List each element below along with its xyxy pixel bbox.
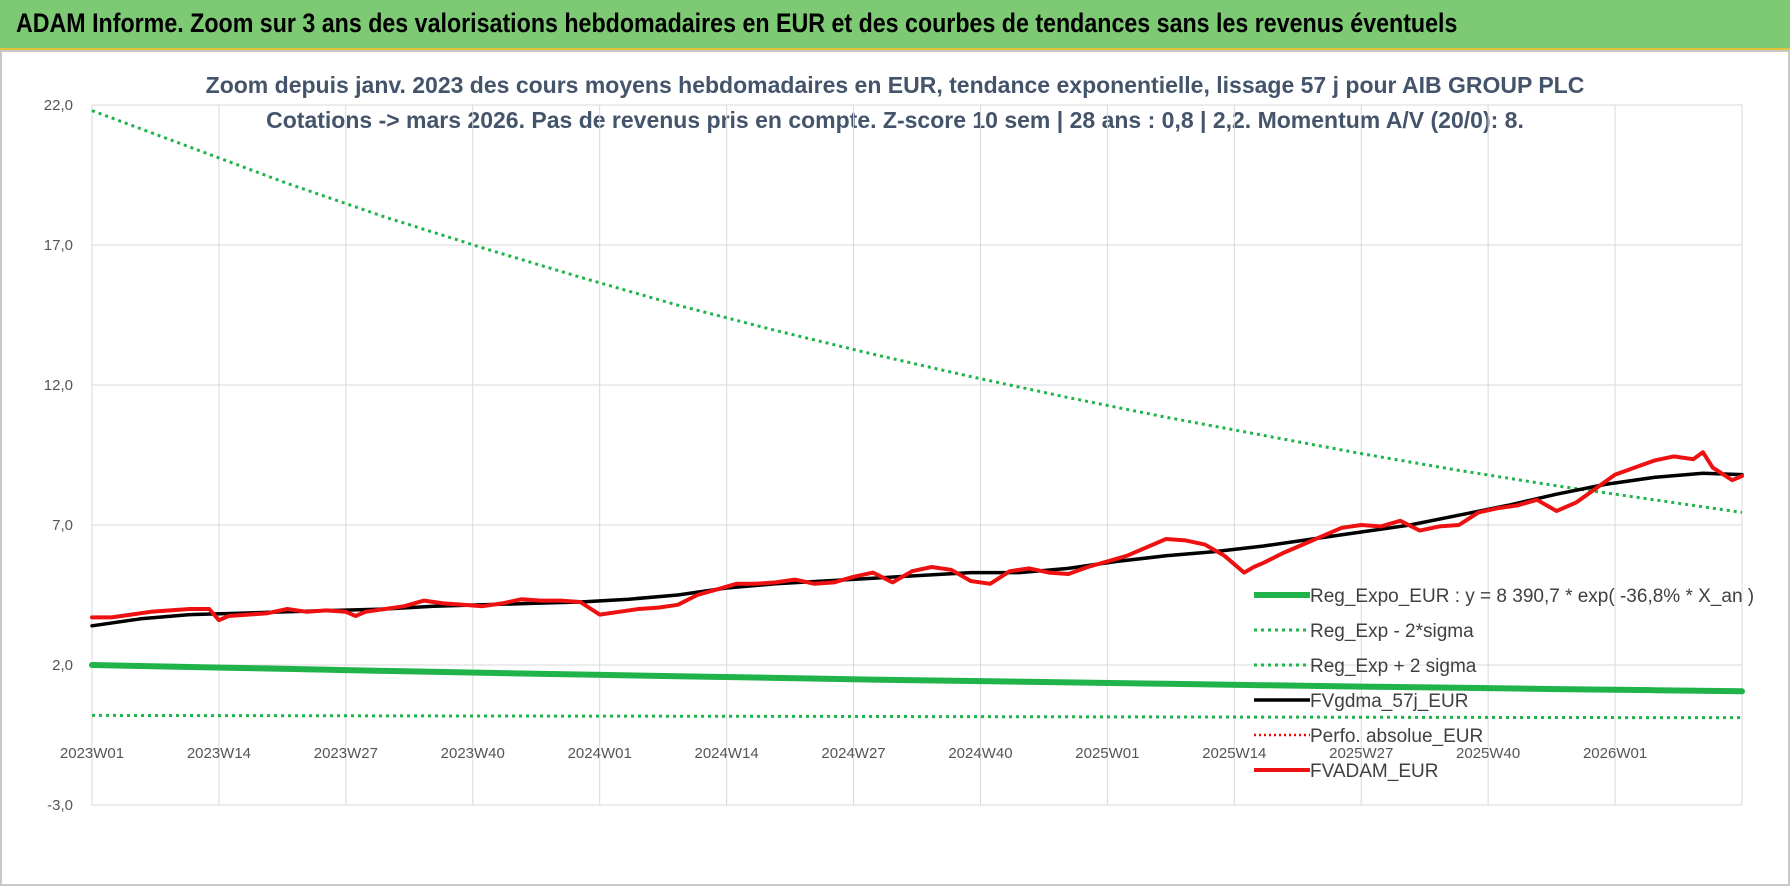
title-banner: ADAM Informe. Zoom sur 3 ans des valoris…	[0, 0, 1790, 50]
x-tick-label: 2024W01	[568, 745, 632, 762]
x-tick-label: 2026W01	[1583, 745, 1647, 762]
x-tick-label: 2025W27	[1329, 745, 1393, 762]
x-tick-label: 2023W27	[314, 745, 378, 762]
y-tick-label: 22,0	[44, 97, 73, 114]
x-tick-label: 2024W14	[695, 745, 759, 762]
fvadam-line	[90, 450, 1744, 623]
legend-label: Reg_Expo_EUR : y = 8 390,7 * exp( -36,8%…	[1310, 586, 1754, 607]
x-tick-label: 2023W40	[441, 745, 505, 762]
x-axis-ticks: 2023W01 2023W14 2023W27 2023W40 2024W01 2024W…	[60, 745, 1647, 762]
y-tick-label: 2,0	[52, 657, 73, 674]
legend-label: FVADAM_EUR	[1310, 761, 1438, 782]
banner-title: ADAM Informe. Zoom sur 3 ans des valoris…	[16, 8, 1458, 38]
reg-exp-plus-2sigma-line	[91, 109, 1743, 514]
reg-expo-line	[89, 662, 1745, 695]
chart-frame	[0, 50, 1790, 886]
y-tick-label: 7,0	[52, 517, 73, 534]
y-axis-ticks: 22,0 17,0 12,0 7,0 2,0 -3,0	[44, 97, 73, 814]
x-tick-label: 2025W01	[1075, 745, 1139, 762]
chart-title-line-1: Zoom depuis janv. 2023 des cours moyens …	[206, 72, 1585, 98]
x-tick-label: 2023W01	[60, 745, 124, 762]
legend-label: FVgdma_57j_EUR	[1310, 691, 1468, 712]
reg-exp-minus-2sigma-line	[91, 713, 1742, 720]
plot-area	[89, 109, 1745, 720]
y-tick-label: 17,0	[44, 237, 73, 254]
x-tick-label: 2024W27	[821, 745, 885, 762]
chart-title-line-2: Cotations -> mars 2026. Pas de revenus p…	[266, 107, 1524, 133]
x-tick-label: 2024W40	[948, 745, 1012, 762]
legend: Reg_Expo_EUR : y = 8 390,7 * exp( -36,8%…	[1254, 586, 1754, 782]
legend-label: Reg_Exp + 2 sigma	[1310, 656, 1477, 677]
y-tick-label: -3,0	[47, 797, 73, 814]
x-tick-label: 2025W14	[1202, 745, 1266, 762]
plot-border	[91, 104, 1743, 806]
x-tick-label: 2023W14	[187, 745, 251, 762]
x-tick-label: 2025W40	[1456, 745, 1520, 762]
y-tick-label: 12,0	[44, 377, 73, 394]
gridlines	[91, 104, 1743, 806]
legend-label: Reg_Exp - 2*sigma	[1310, 621, 1474, 642]
legend-label: Perfo. absolue_EUR	[1310, 726, 1483, 747]
